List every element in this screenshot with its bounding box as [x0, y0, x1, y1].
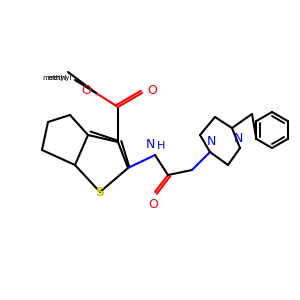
Text: N: N	[206, 135, 216, 148]
Text: S: S	[95, 185, 104, 199]
Text: N: N	[234, 132, 243, 145]
Text: O: O	[148, 198, 158, 211]
Text: O: O	[81, 85, 91, 98]
Text: methyl: methyl	[48, 75, 72, 81]
Text: N: N	[146, 138, 155, 151]
Text: methyl: methyl	[43, 75, 67, 81]
Text: H: H	[157, 141, 165, 151]
Text: O: O	[147, 85, 157, 98]
